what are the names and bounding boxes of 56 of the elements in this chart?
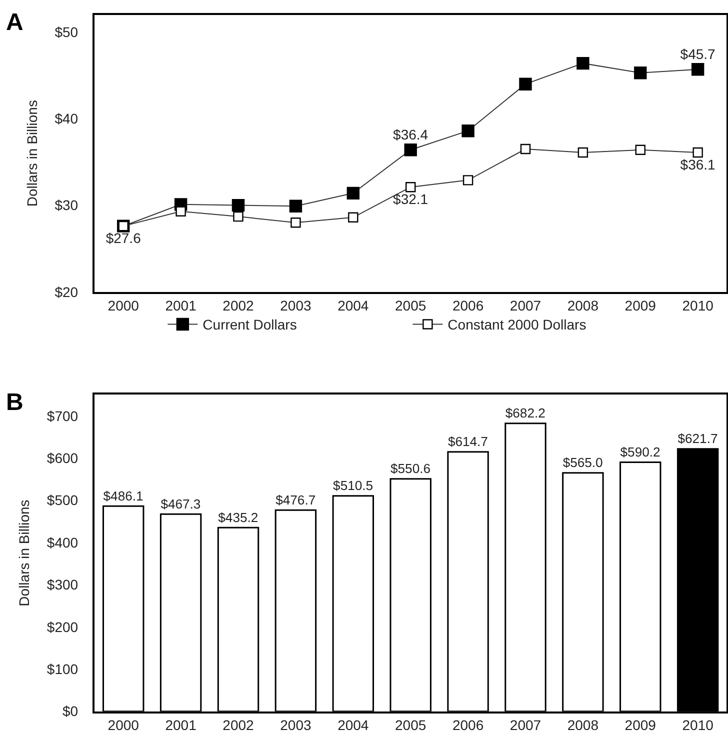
legend-label: Constant 2000 Dollars [448,316,586,333]
chart-title: A [6,9,24,36]
legend-label: Current Dollars [202,316,297,333]
x-tick-label: 2006 [452,716,484,733]
y-tick-label: $300 [46,576,78,593]
x-tick-label: 2000 [108,297,140,314]
x-tick-label: 2008 [567,297,599,314]
y-tick-label: $500 [46,492,78,508]
x-tick-label: 2003 [280,297,312,314]
data-label: $565.0 [562,455,603,470]
data-label: $32.1 [393,191,428,208]
x-tick-label: 2002 [222,297,254,314]
x-tick-label: 2000 [108,716,140,733]
y-tick-label: $20 [54,284,78,300]
y-tick-label: $200 [46,618,78,635]
x-tick-label: 2004 [338,297,369,314]
y-tick-label: $40 [54,110,78,127]
x-tick-label: 2009 [624,297,656,314]
data-label: $27.6 [106,230,142,246]
x-tick-label: 2005 [395,716,426,733]
data-label: $36.1 [680,156,716,173]
y-tick-label: $400 [46,534,78,550]
data-label: $621.7 [678,431,718,446]
data-label: $510.5 [333,478,374,494]
x-tick-label: 2009 [624,716,656,733]
y-tick-label: $100 [46,661,78,678]
y-axis-title: Dollars in Billions [16,500,32,606]
y-tick-label: $0 [62,703,78,720]
data-label: $36.4 [393,126,428,143]
data-label: $435.2 [218,510,258,525]
data-label: $476.7 [276,492,316,508]
data-label: $550.6 [390,461,431,476]
x-tick-label: 2010 [682,297,714,314]
x-tick-label: 2007 [510,297,542,314]
chart-title: B [6,389,24,416]
x-tick-label: 2008 [567,716,599,733]
data-label: $682.2 [505,406,546,421]
x-tick-label: 2007 [510,716,542,733]
y-tick-label: $30 [54,197,78,214]
y-axis-title: Dollars in Billions [24,100,40,207]
x-tick-label: 2003 [280,716,312,733]
data-label: $486.1 [103,488,144,504]
x-tick-label: 2004 [338,716,369,733]
x-tick-label: 2001 [165,716,197,733]
y-tick-label: $50 [54,24,78,40]
x-tick-label: 2006 [452,297,484,314]
x-tick-label: 2002 [222,716,254,733]
x-tick-label: 2005 [395,297,426,314]
x-tick-label: 2001 [165,297,197,314]
data-label: $614.7 [448,434,488,450]
data-label: $467.3 [160,496,201,512]
data-label: $45.7 [680,46,716,62]
y-tick-label: $600 [46,450,78,466]
data-label: $590.2 [620,444,660,460]
y-tick-label: $700 [46,408,78,424]
x-tick-label: 2010 [682,716,714,733]
